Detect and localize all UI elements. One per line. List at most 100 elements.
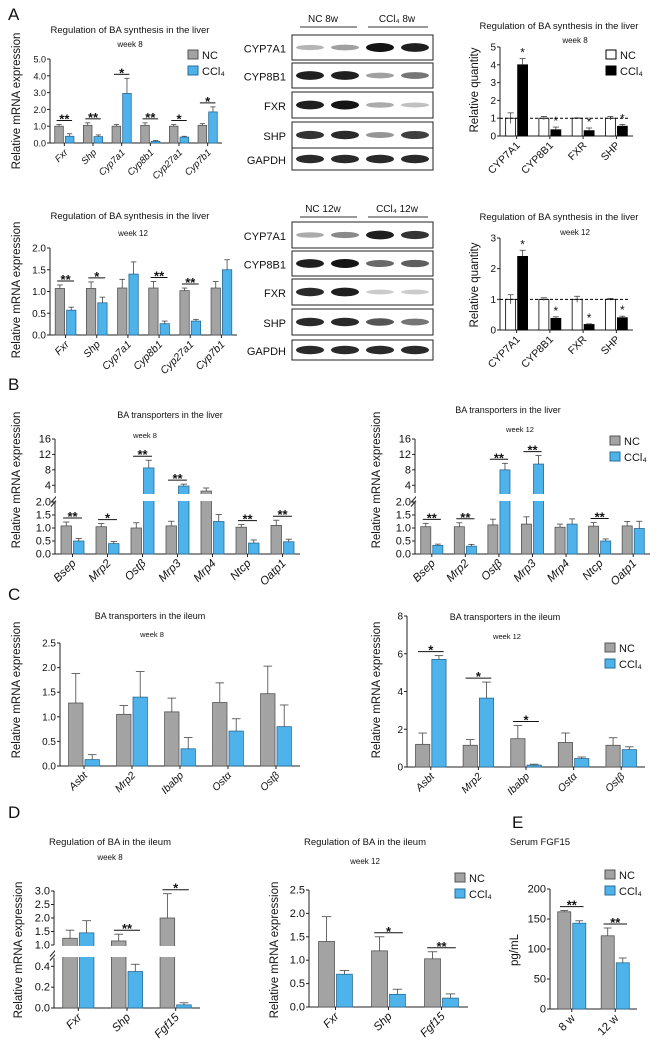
- x-tick-label: Mrp3: [512, 557, 539, 584]
- x-tick-label: Cyp7b1: [193, 339, 227, 373]
- blot-row-label: CYP7A1: [244, 44, 286, 56]
- bar-nc: [54, 125, 64, 144]
- y-tick-label: 1.5: [32, 265, 46, 276]
- bar-nc: [420, 526, 432, 555]
- blot-row-label: SHP: [263, 318, 286, 330]
- significance-marker: *: [554, 114, 559, 128]
- y-tick-label: 0.5: [396, 536, 411, 548]
- panel-letter: D: [8, 803, 20, 822]
- x-tick-label: Fxr: [64, 1011, 85, 1032]
- x-tick-label: Ostβ: [479, 557, 505, 583]
- y-tick-label: 0.5: [32, 309, 46, 320]
- blot-band: [331, 71, 359, 80]
- bar-nc: [260, 693, 276, 767]
- blot-band: [296, 154, 324, 164]
- y-tick-label: 4: [45, 480, 51, 492]
- significance-marker: **: [610, 915, 621, 930]
- axis-break-gap: [55, 946, 201, 957]
- chart-subtitle: week 8: [132, 431, 157, 440]
- bar-nc: [605, 744, 621, 768]
- significance-marker: **: [59, 112, 70, 127]
- bar-nc: [95, 526, 107, 555]
- bar-ccl4: [127, 971, 143, 1009]
- x-tick-label: Mrp2: [87, 557, 114, 584]
- y-tick-label: 0: [490, 326, 496, 337]
- legend-swatch-ccl4: [604, 658, 616, 669]
- y-tick-label: 8: [405, 464, 411, 476]
- bar-ccl4: [73, 540, 85, 555]
- y-tick-label: 0.5: [42, 737, 56, 748]
- x-tick-label: Ntcp: [228, 557, 254, 583]
- blot-group-label: NC 8w: [308, 14, 339, 25]
- bar-ccl4: [432, 545, 444, 555]
- chart-title: Regulation of BA in the ileum: [304, 837, 426, 848]
- bar-nc: [318, 941, 335, 1008]
- western-blot-wb_8w: NC 8w CCl₄ 8w CYP7A1 CYP8B1 FXR SHP GAPDH: [244, 14, 434, 171]
- significance-marker: *: [476, 669, 482, 684]
- chart-subtitle: week 8: [139, 630, 164, 639]
- bar-ccl4: [132, 696, 148, 767]
- chart-Aq_w8: 0 1 2 3 4 5 Relative quantity Regulation of BA …: [469, 21, 643, 177]
- significance-marker: *: [523, 712, 529, 727]
- blot-band: [296, 44, 324, 51]
- bar-ccl4: [442, 997, 459, 1008]
- x-tick-label: Fxr: [53, 147, 71, 165]
- blot-band: [331, 259, 359, 268]
- bar-ccl4: [143, 467, 155, 555]
- blot-band: [401, 259, 429, 268]
- y-tick-label: 8: [397, 612, 403, 623]
- significance-marker: **: [494, 450, 505, 465]
- x-tick-label: Shp: [81, 339, 103, 361]
- x-tick-label: Mrp3: [157, 557, 184, 584]
- bar-nc: [605, 117, 616, 137]
- legend-swatch-nc: [187, 49, 199, 60]
- axis-break-gap: [56, 494, 301, 501]
- x-tick-label: Ibabp: [159, 770, 186, 797]
- x-tick-label: Cyp7b1: [183, 147, 214, 178]
- y-tick-label: 2: [490, 96, 496, 107]
- bar-nc: [453, 526, 465, 555]
- bar-ccl4: [283, 541, 295, 555]
- legend-swatch-nc: [609, 435, 621, 446]
- bar-nc: [235, 526, 247, 555]
- bar-nc: [165, 525, 177, 555]
- blot-band: [366, 72, 394, 79]
- y-axis-label: Relative mRNA expression: [371, 412, 383, 549]
- significance-marker: **: [277, 507, 288, 522]
- bar-ccl4: [616, 317, 628, 331]
- y-tick-label: 0.0: [32, 331, 46, 342]
- blot-band: [366, 102, 394, 108]
- significance-marker: **: [460, 510, 471, 525]
- bar-nc: [571, 298, 583, 331]
- chart-title: Regulation of BA synthesis in the liver: [51, 211, 210, 222]
- significance-marker: *: [520, 237, 525, 251]
- legend-swatch-nc: [604, 642, 616, 653]
- blot-frame: [291, 339, 434, 361]
- y-tick-label: 8: [45, 464, 51, 476]
- bar-ccl4: [583, 130, 595, 137]
- bar-ccl4: [228, 730, 244, 767]
- legend-label-nc: NC: [469, 873, 485, 885]
- bar-nc: [510, 738, 526, 768]
- legend-label-ccl4: CCl₄: [624, 452, 647, 464]
- bar-ccl4: [84, 759, 100, 767]
- y-tick-label: 1.0: [36, 523, 51, 535]
- y-tick-label: 16: [399, 434, 411, 446]
- bar-nc: [83, 124, 93, 144]
- bar-ccl4: [180, 748, 196, 767]
- bar-ccl4: [78, 932, 95, 1009]
- y-tick-label: 1.0: [396, 523, 411, 535]
- blot-group-label: CCl₄ 12w: [376, 204, 419, 215]
- x-tick-label: 12 w: [596, 1012, 622, 1038]
- blot-band: [331, 44, 359, 51]
- bar-ccl4: [633, 528, 645, 555]
- legend-label-nc: NC: [619, 643, 635, 655]
- axis-break-gap: [416, 494, 651, 501]
- blot-row-label: CYP8B1: [244, 72, 286, 84]
- y-tick-label: 100: [528, 944, 546, 956]
- x-tick-label: Ostβ: [123, 557, 149, 583]
- bar-nc: [538, 298, 550, 331]
- significance-marker: **: [567, 898, 578, 913]
- bar-nc: [164, 711, 180, 767]
